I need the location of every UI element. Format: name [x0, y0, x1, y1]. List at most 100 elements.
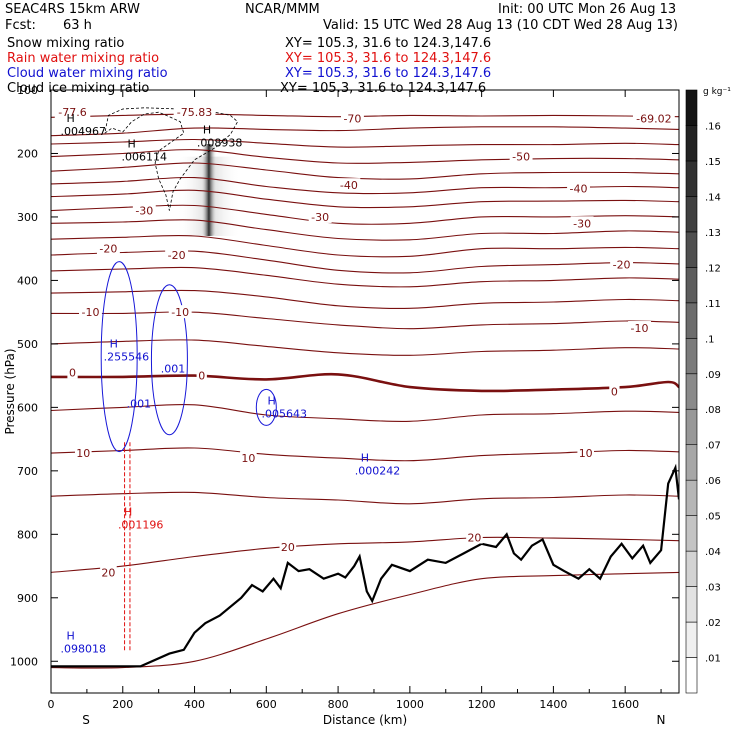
y-tick-label: 600: [17, 401, 38, 414]
temp-label: 0: [69, 366, 76, 379]
field-xy-snow: XY= 105.3, 31.6 to 124.3,147.6: [285, 36, 492, 51]
x-tick-label: 800: [328, 698, 349, 711]
maximum-marker: H: [267, 395, 275, 408]
temperature-contour: [51, 138, 679, 148]
temp-label-bg: [609, 384, 620, 398]
maximum-marker: H: [110, 337, 118, 350]
temp-label: -75.83: [177, 106, 212, 119]
temp-label-bg: [165, 248, 189, 262]
maximum-value: .001196: [118, 519, 164, 532]
temp-label-bg: [240, 451, 257, 465]
y-tick-label: 200: [17, 147, 38, 160]
y-tick-label: 500: [17, 338, 38, 351]
temp-label-bg: [67, 365, 78, 379]
x-tick-label: 1200: [468, 698, 496, 711]
maximum-marker: H: [124, 506, 132, 519]
terrain-line: [51, 463, 679, 668]
temp-label: -77.6: [58, 106, 86, 119]
contour-label: .001: [161, 362, 186, 375]
field-name-cloudice: Cloud ice mixing ratio: [7, 81, 150, 96]
temp-label: -30: [573, 217, 591, 230]
contour-label: .001: [127, 397, 152, 410]
x-tick-label: 1000: [396, 698, 424, 711]
temperature-contour: [51, 113, 679, 118]
colorbar-swatch: [685, 373, 698, 410]
temp-label-bg: [308, 209, 332, 223]
colorbar-swatch: [685, 196, 698, 233]
x-tick-label: 1400: [539, 698, 567, 711]
y-tick-label: 1000: [10, 655, 38, 668]
colorbar-label: .07: [705, 441, 721, 452]
temperature-contour: [51, 149, 679, 164]
colorbar-label: .02: [705, 618, 721, 629]
temp-label: -20: [613, 259, 631, 272]
temperature-contour: [51, 234, 679, 258]
temperature-contour: [51, 311, 679, 330]
maximum-value: .098018: [61, 642, 107, 655]
field-name-cloudwater: Cloud water mixing ratio: [7, 66, 168, 81]
colorbar-label: .16: [705, 121, 721, 132]
temp-label: 10: [579, 447, 593, 460]
colorbar-swatch: [685, 657, 698, 694]
maximum-marker: H: [128, 137, 136, 150]
colorbar-swatch: [685, 479, 698, 516]
colorbar-swatch: [685, 125, 698, 162]
field-xy-cloudice: XY= 105.3, 31.6 to 124.3,147.6: [280, 81, 487, 96]
temp-label: 10: [241, 452, 255, 465]
y-axis-label: Pressure (hPa): [3, 348, 17, 434]
field-xy-cloudwater: XY= 105.3, 31.6 to 124.3,147.6: [285, 66, 492, 81]
temp-label-bg: [340, 111, 364, 125]
y-tick-label: 900: [17, 592, 38, 605]
field-xy-rain: XY= 105.3, 31.6 to 124.3,147.6: [285, 51, 492, 66]
temperature-contour: [51, 339, 679, 356]
temperature-contour: [51, 372, 679, 393]
maximum-marker: H: [203, 124, 211, 137]
temp-label-bg: [337, 178, 361, 192]
colorbar-label: .13: [705, 228, 721, 239]
temp-label: -10: [81, 306, 99, 319]
maximum-value: .008938: [197, 137, 243, 150]
colorbar-label: .14: [705, 192, 721, 203]
temp-label: -40: [340, 179, 358, 192]
x-tick-label: 1600: [611, 698, 639, 711]
temp-label: -10: [171, 306, 189, 319]
temperature-contour: [51, 536, 679, 573]
temp-label: -50: [512, 151, 530, 164]
colorbar-units: g kg⁻¹: [703, 87, 731, 97]
x-tick-label: 200: [112, 698, 133, 711]
colorbar-swatch: [685, 515, 698, 552]
colorbar-label: .08: [705, 405, 721, 416]
temp-label: 0: [198, 370, 205, 383]
colorbar-label: .01: [705, 654, 721, 665]
temp-label: 20: [281, 541, 295, 554]
colorbar-label: .06: [705, 476, 721, 487]
plot-frame: [50, 89, 680, 694]
north-label: N: [657, 713, 666, 727]
init-time: Init: 00 UTC Mon 26 Aug 13: [498, 2, 677, 17]
colorbar-label: .15: [705, 157, 721, 168]
temperature-contour: [51, 289, 679, 309]
maximum-marker: H: [67, 112, 75, 125]
temp-label-bg: [74, 446, 92, 460]
temp-label: 20: [467, 531, 481, 544]
maximum-value: .006114: [122, 150, 168, 163]
temperature-contour: [51, 219, 679, 241]
y-tick-label: 300: [17, 211, 38, 224]
temp-label-bg: [466, 530, 483, 544]
temp-label-bg: [132, 203, 156, 217]
temp-label-bg: [196, 368, 207, 382]
colorbar-label: .11: [705, 299, 721, 310]
temp-label: -10: [631, 322, 649, 335]
maximum-value: .255546: [104, 350, 150, 363]
temp-label-bg: [610, 257, 634, 271]
colorbar-label: .12: [705, 263, 721, 274]
colorbar-label: .1: [705, 334, 715, 345]
x-axis-label: Distance (km): [323, 713, 407, 727]
fcst-value: 63 h: [63, 18, 92, 33]
colorbar-swatch: [685, 550, 698, 587]
maximum-value: .004967: [61, 125, 107, 138]
temp-label: -30: [135, 205, 153, 218]
temp-label: 0: [611, 386, 618, 399]
temp-label-bg: [509, 149, 533, 163]
